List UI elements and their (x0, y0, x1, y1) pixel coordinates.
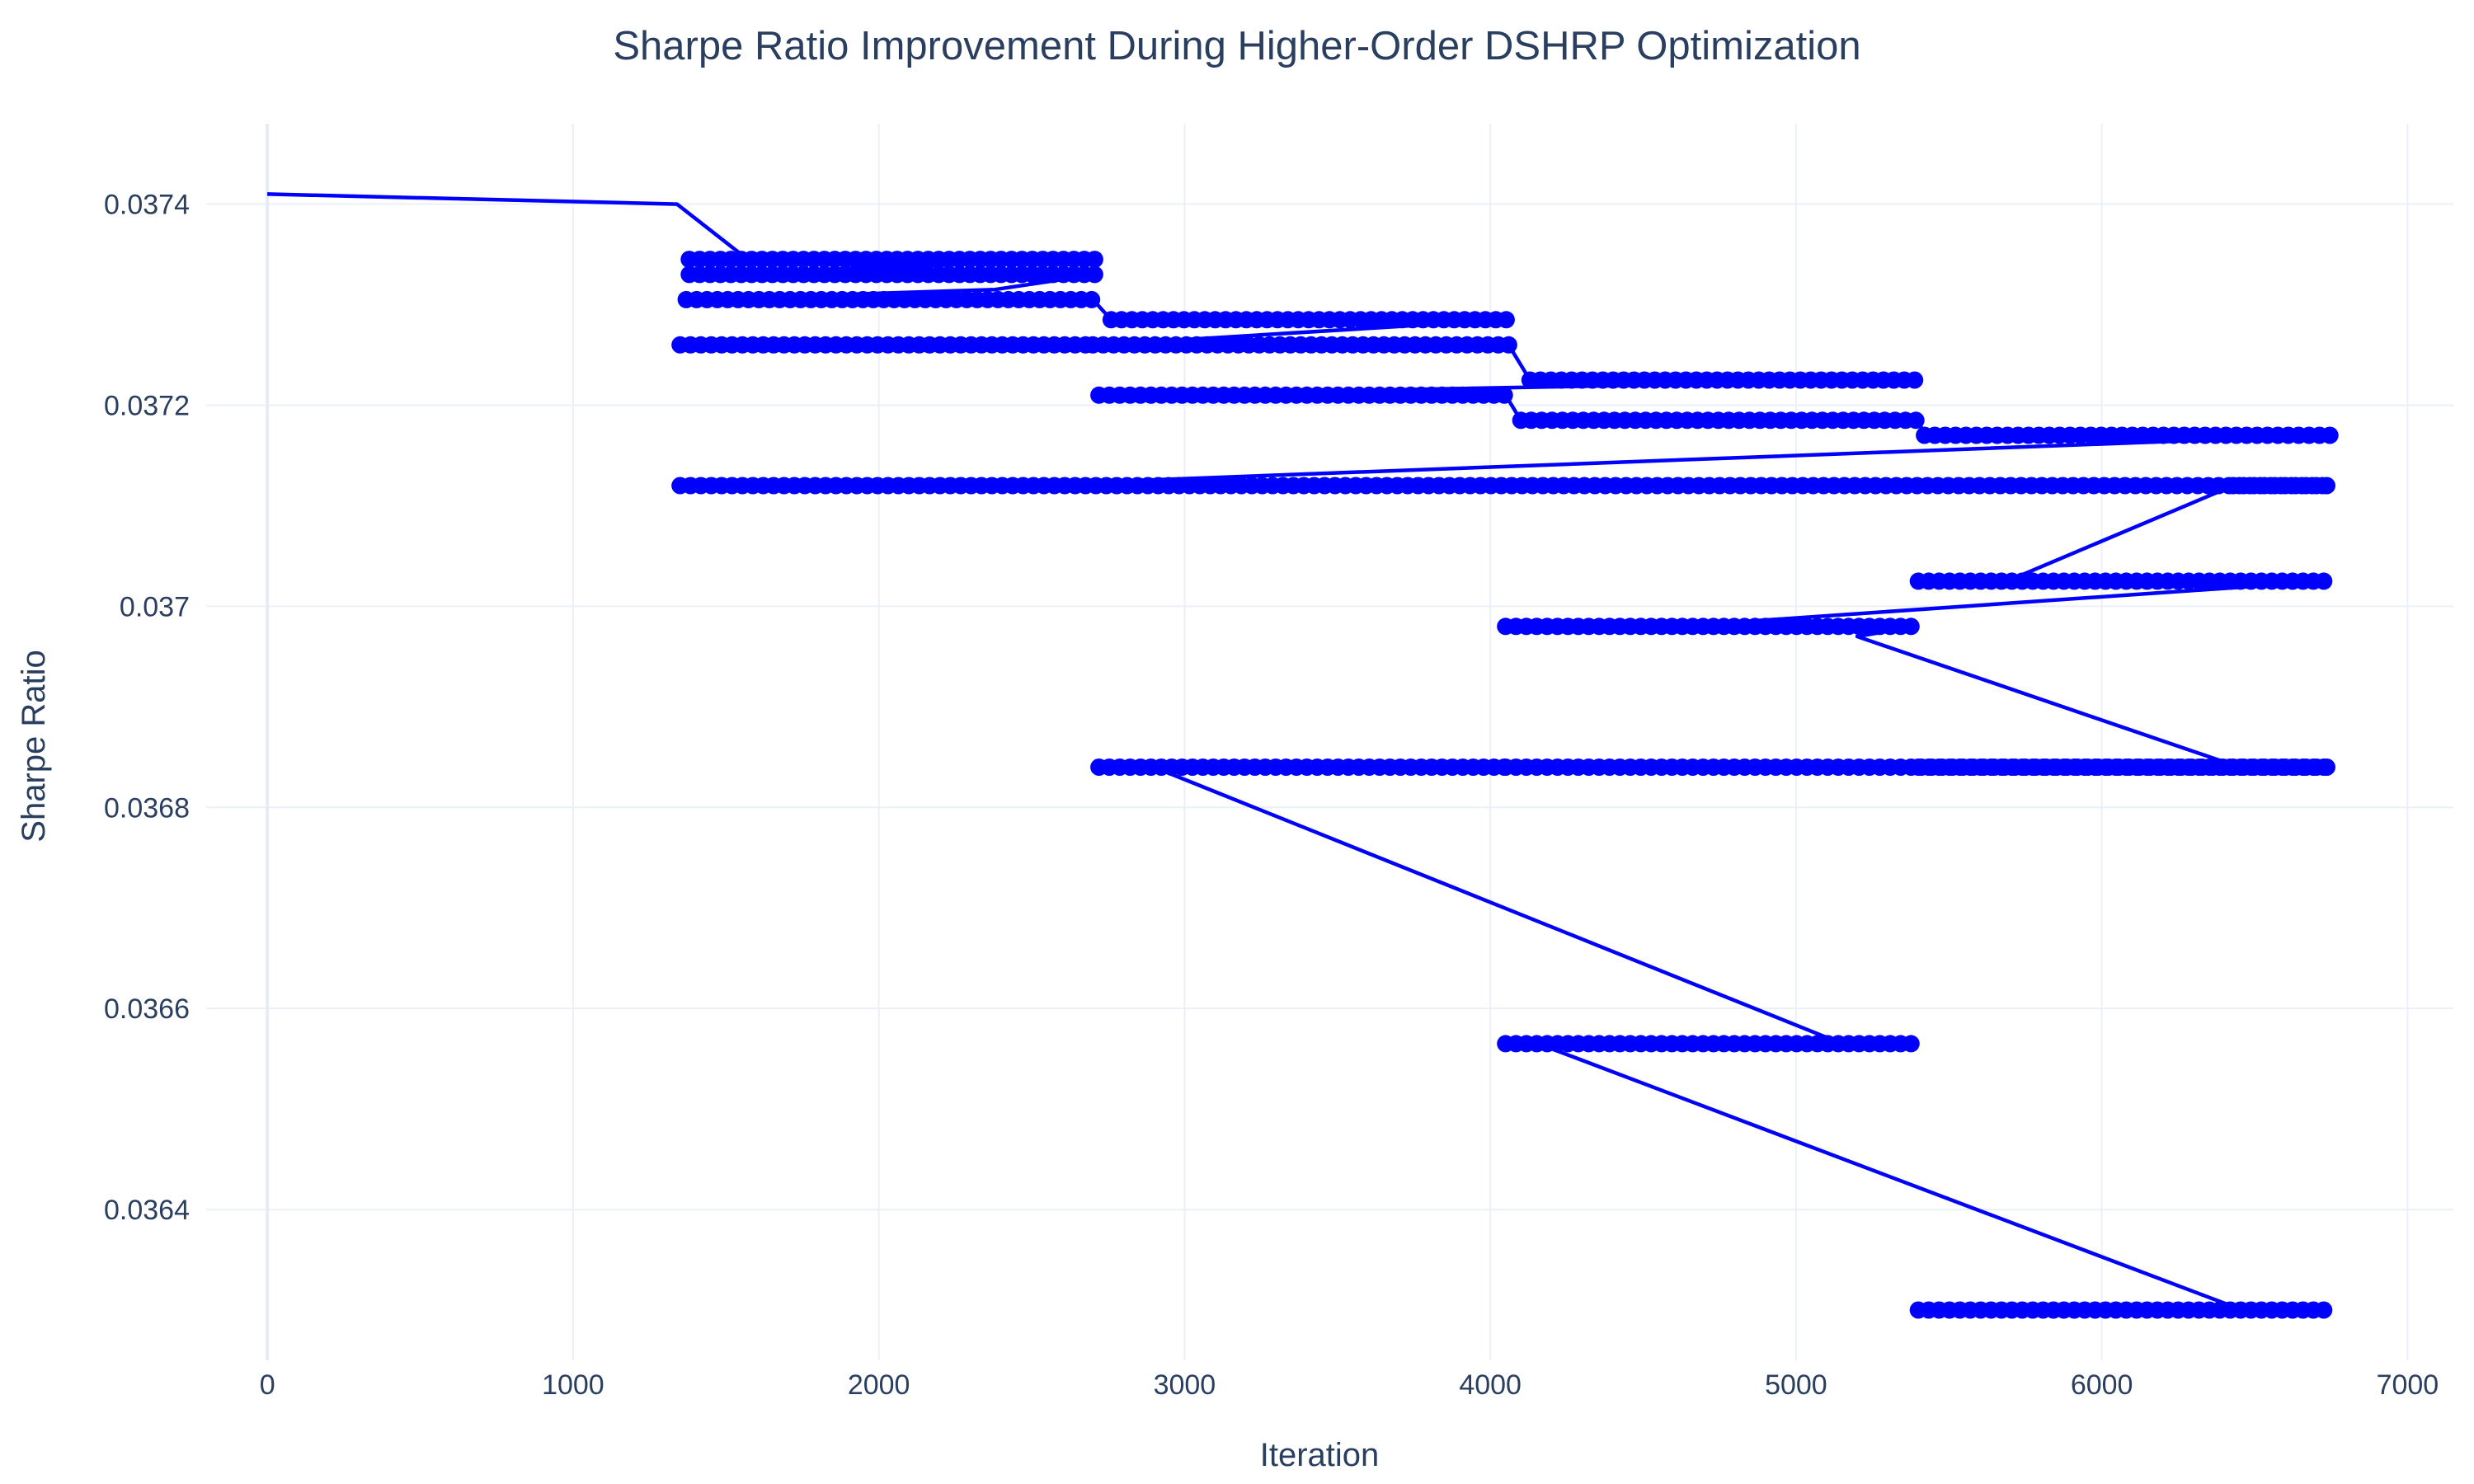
y-tick-label: 0.0368 (104, 792, 190, 824)
y-tick-label: 0.0364 (104, 1195, 190, 1226)
x-tick-label: 4000 (1459, 1369, 1522, 1401)
data-point (1497, 311, 1515, 329)
axis-ticks: 0 1000 2000 3000 4000 5000 6000 7000 0.0364 0.036… (104, 190, 2439, 1401)
x-tick-label: 3000 (1154, 1369, 1216, 1401)
data-point (2318, 477, 2335, 495)
plot-area (267, 192, 2339, 1319)
x-tick-label: 2000 (848, 1369, 910, 1401)
data-point (1083, 290, 1101, 308)
data-point (1902, 618, 1920, 636)
data-point (2315, 572, 2333, 590)
data-point (1085, 251, 1103, 269)
x-tick-label: 1000 (542, 1369, 604, 1401)
x-axis-title: Iteration (1260, 1437, 1380, 1473)
x-tick-label: 7000 (2377, 1369, 2439, 1401)
data-point (1499, 336, 1517, 354)
data-point (1902, 1035, 1920, 1053)
data-point (2321, 426, 2339, 444)
x-tick-label: 5000 (1765, 1369, 1827, 1401)
data-point (1085, 265, 1103, 284)
grid (206, 124, 2453, 1360)
data-point (1495, 758, 1513, 776)
y-tick-label: 0.0374 (104, 190, 190, 221)
y-tick-label: 0.0366 (104, 993, 190, 1025)
data-point (1495, 386, 1513, 404)
data-point (2318, 758, 2335, 776)
chart-title: Sharpe Ratio Improvement During Higher-O… (613, 24, 1860, 68)
data-point (1906, 371, 1924, 389)
series-line (267, 192, 2333, 1313)
data-point (2315, 1301, 2333, 1319)
x-tick-label: 6000 (2071, 1369, 2133, 1401)
x-tick-label: 0 (260, 1369, 275, 1401)
y-tick-label: 0.037 (120, 591, 190, 622)
y-tick-label: 0.0372 (104, 390, 190, 421)
data-point (1907, 411, 1925, 430)
y-axis-title: Sharpe Ratio (16, 650, 52, 842)
